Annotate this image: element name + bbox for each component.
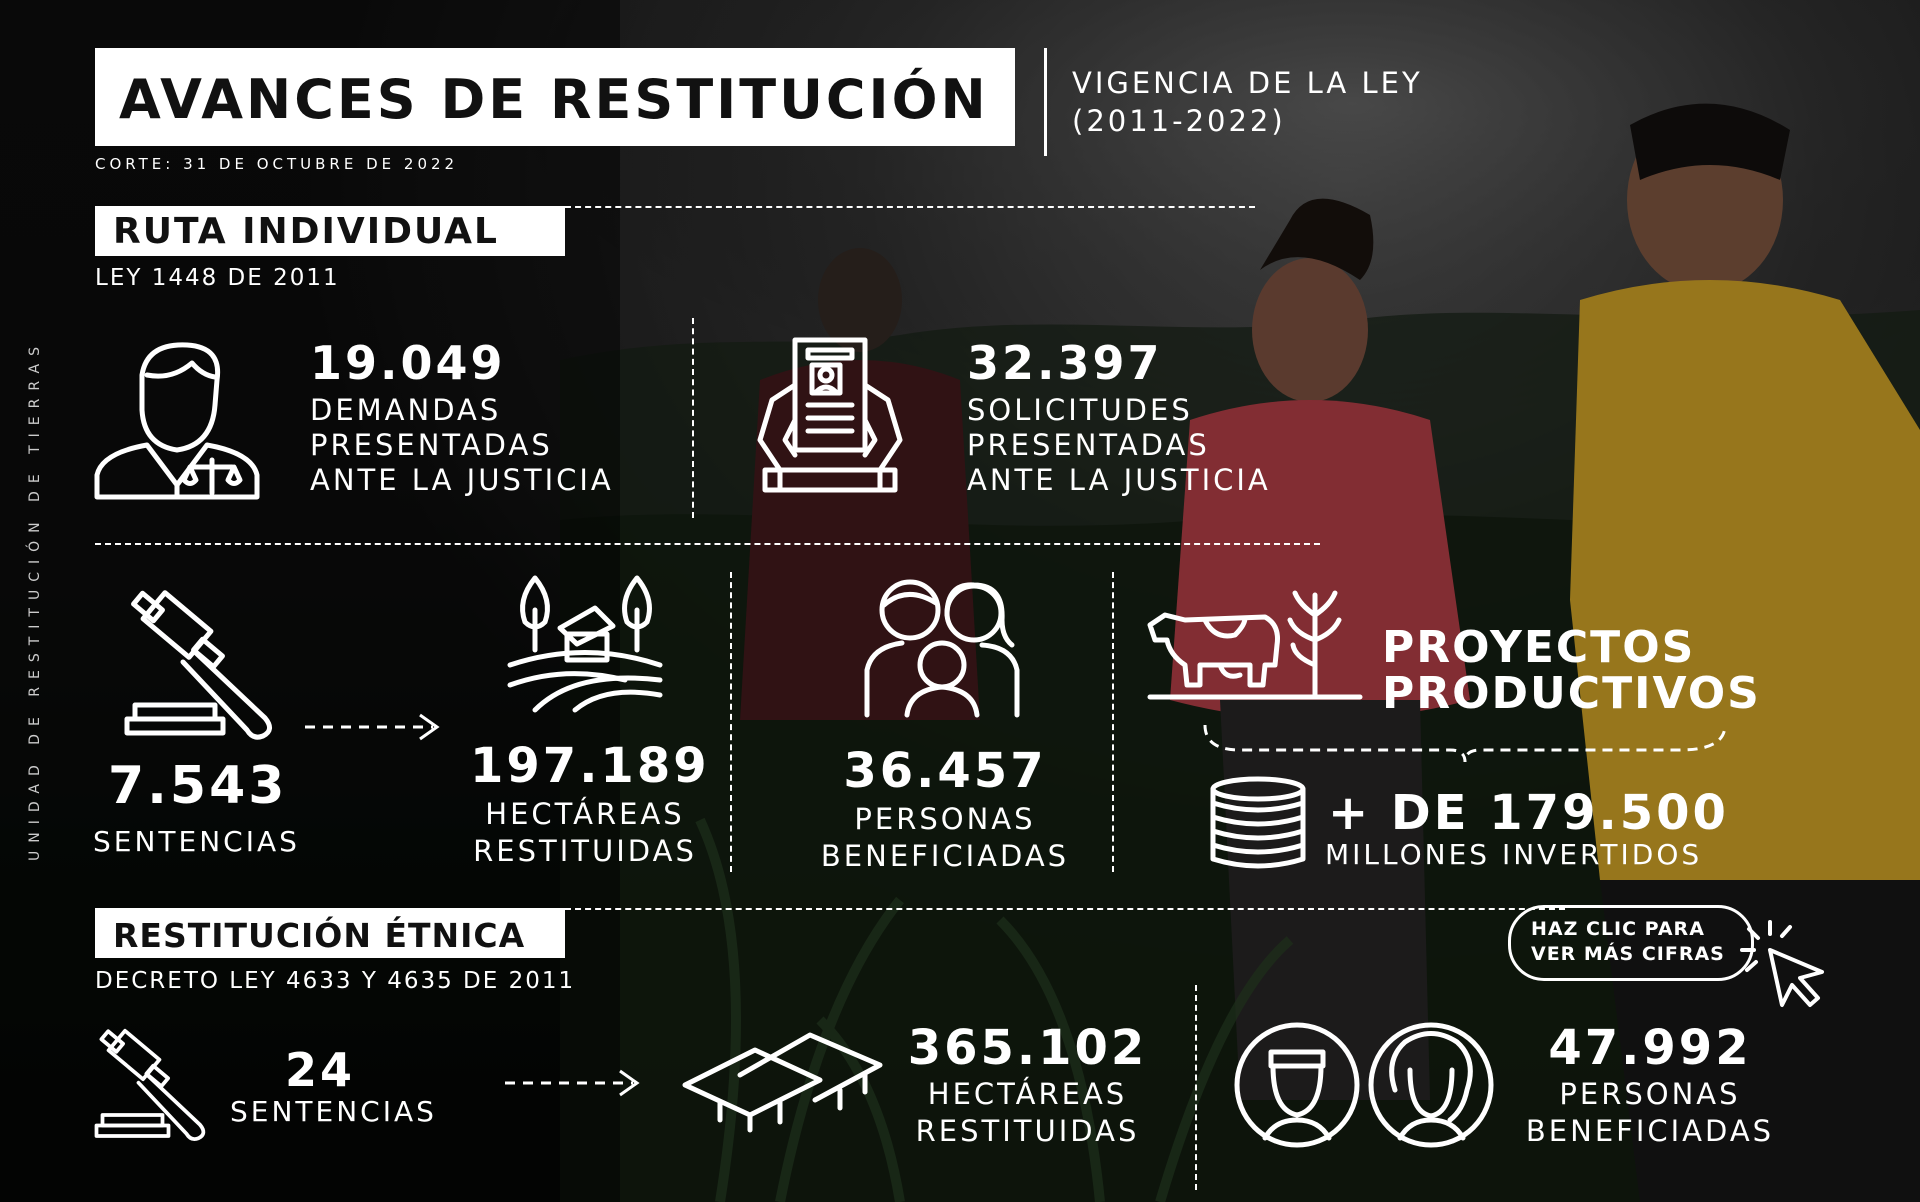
hectareas-label: HECTÁREAS RESTITUIDAS [473, 797, 697, 868]
cursor-click-icon[interactable] [1740, 920, 1830, 1010]
header-subtitle: VIGENCIA DE LA LEY (2011-2022) [1072, 66, 1423, 138]
solicitudes-value: 32.397 [967, 336, 1163, 390]
cutoff-date: CORTE: 31 DE OCTUBRE DE 2022 [95, 155, 459, 173]
law-ruta-individual: LEY 1448 DE 2011 [95, 265, 340, 291]
demandas-label: DEMANDAS PRESENTADAS ANTE LA JUSTICIA [310, 393, 614, 497]
header-divider [1044, 48, 1047, 156]
stat-solicitudes: 32.397 SOLICITUDES PRESENTADAS ANTE LA J… [967, 338, 1271, 498]
page-title: AVANCES DE RESTITUCIÓN [95, 48, 1015, 146]
arrow-1 [305, 712, 445, 742]
sentencias-value: 7.543 [108, 756, 288, 816]
etnica-sentencias-value: 24 [284, 1043, 355, 1097]
farm-icon [505, 570, 665, 715]
ethnic-faces-icon [1234, 1020, 1495, 1150]
section-title-etnica: RESTITUCIÓN ÉTNICA [95, 908, 565, 958]
divider-bottom [565, 908, 1565, 910]
proyectos-brace [1200, 720, 1730, 765]
proyectos-title: PROYECTOS PRODUCTIVOS [1382, 622, 1761, 719]
stat-hectareas: 197.189 HECTÁREAS RESTITUIDAS [470, 738, 710, 870]
solicitudes-label: SOLICITUDES PRESENTADAS ANTE LA JUSTICIA [967, 393, 1271, 497]
side-label: UNIDAD DE RESTITUCIÓN DE TIERRAS [27, 338, 43, 862]
divider-vertical-4 [1195, 985, 1197, 1190]
stat-demandas: 19.049 DEMANDAS PRESENTADAS ANTE LA JUST… [310, 338, 614, 498]
etnica-sentencias-label: SENTENCIAS [230, 1095, 437, 1128]
document-hands-icon [750, 330, 910, 495]
divider-middle [95, 543, 1320, 545]
cow-corn-icon [1145, 585, 1365, 705]
family-icon [862, 575, 1022, 720]
proyectos-value: + DE 179.500 [1328, 785, 1729, 841]
divider-vertical-3 [1112, 572, 1114, 872]
coins-icon [1208, 775, 1308, 875]
arrow-2 [505, 1068, 645, 1098]
etnica-hectareas-value: 365.102 [907, 1020, 1148, 1076]
stat-personas: 36.457 PERSONAS BENEFICIADAS [800, 745, 1090, 875]
personas-value: 36.457 [843, 743, 1047, 799]
hectareas-value: 197.189 [470, 738, 710, 794]
etnica-personas-value: 47.992 [1548, 1020, 1752, 1076]
sentencias-label: SENTENCIAS [93, 825, 300, 858]
gavel-icon [124, 590, 285, 740]
personas-label: PERSONAS BENEFICIADAS [820, 802, 1070, 873]
lawyer-icon [92, 335, 262, 500]
divider-vertical-1 [692, 318, 694, 518]
section-title-ruta-individual: RUTA INDIVIDUAL [95, 206, 565, 256]
stat-etnica-personas: 47.992 PERSONAS BENEFICIADAS [1510, 1022, 1790, 1150]
demandas-value: 19.049 [310, 336, 506, 390]
divider-vertical-2 [730, 572, 732, 872]
stat-etnica-sentencias: 24 SENTENCIAS [230, 1043, 437, 1128]
stat-etnica-hectareas: 365.102 HECTÁREAS RESTITUIDAS [905, 1022, 1150, 1150]
etnica-hectareas-label: HECTÁREAS RESTITUIDAS [915, 1077, 1140, 1148]
divider-top [565, 206, 1255, 208]
law-etnica: DECRETO LEY 4633 Y 4635 DE 2011 [95, 968, 576, 994]
gavel-icon-etnica [94, 1025, 215, 1145]
huts-icon [680, 1030, 885, 1133]
etnica-personas-label: PERSONAS BENEFICIADAS [1525, 1077, 1775, 1148]
more-figures-button[interactable]: HAZ CLIC PARA VER MÁS CIFRAS [1508, 905, 1754, 981]
proyectos-label: MILLONES INVERTIDOS [1325, 838, 1703, 871]
